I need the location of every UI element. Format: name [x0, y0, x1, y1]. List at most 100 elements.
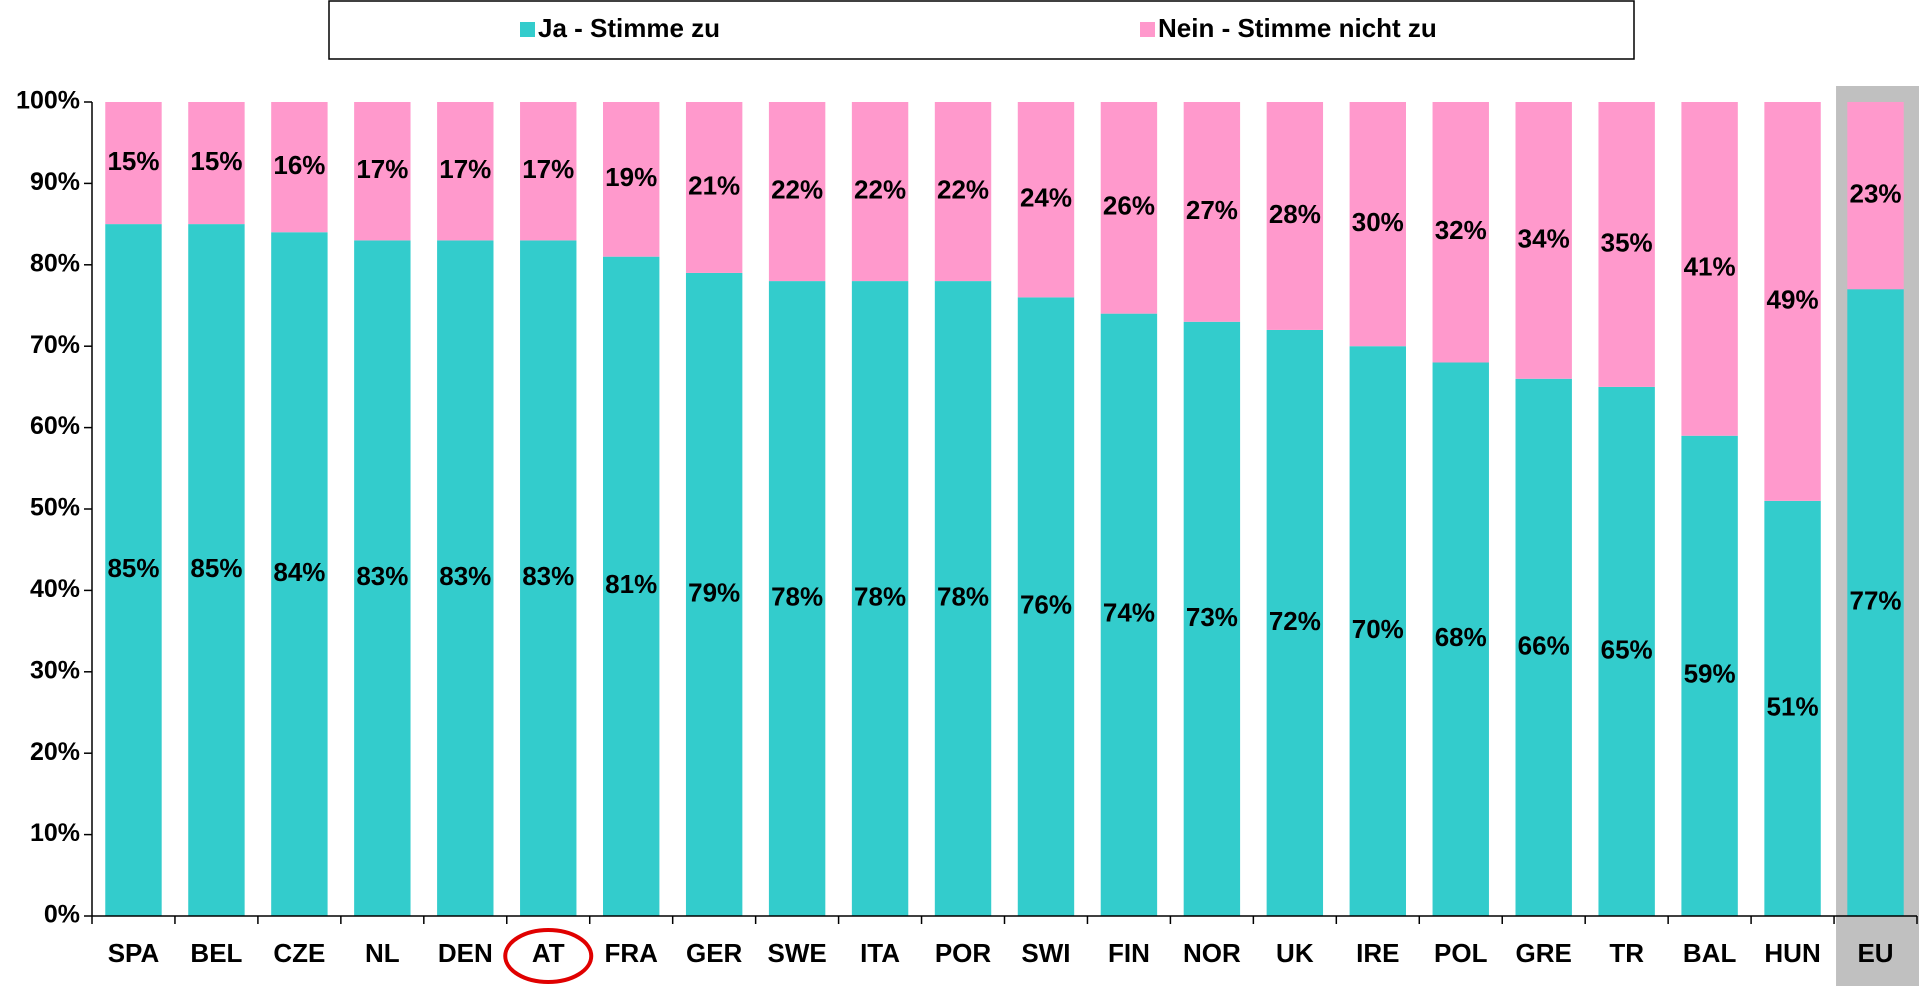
y-tick-label: 60%	[30, 412, 80, 440]
x-tick-label: TR	[1609, 938, 1644, 968]
bar-segment	[1017, 297, 1075, 916]
bar-segment	[271, 102, 328, 233]
y-tick-label: 20%	[30, 738, 80, 766]
bar-segment	[1017, 102, 1075, 298]
data-label: 84%	[273, 557, 325, 587]
x-tick-label: IRE	[1356, 938, 1399, 968]
bar-segment	[1681, 435, 1738, 916]
data-label: 81%	[605, 569, 657, 599]
data-label: 24%	[1020, 183, 1072, 213]
data-label: 79%	[688, 577, 740, 607]
x-tick-label: SPA	[108, 938, 160, 968]
data-label: 22%	[937, 174, 989, 204]
data-label: 78%	[854, 581, 906, 611]
x-tick-label: POR	[935, 938, 992, 968]
data-label: 15%	[107, 146, 159, 176]
x-tick-label: SWI	[1021, 938, 1070, 968]
data-label: 15%	[190, 146, 242, 176]
x-tick-label: EU	[1857, 938, 1893, 968]
bar-segment	[1598, 386, 1655, 916]
y-tick-label: 30%	[30, 656, 80, 684]
data-label: 66%	[1518, 630, 1570, 660]
data-label: 85%	[107, 553, 159, 583]
bar-segment	[1266, 329, 1324, 916]
data-label: 85%	[190, 553, 242, 583]
x-tick-label: AT	[532, 938, 565, 968]
legend-swatch	[520, 22, 535, 37]
data-label: 68%	[1435, 622, 1487, 652]
legend-label: Ja - Stimme zu	[538, 13, 720, 43]
data-label: 74%	[1103, 598, 1155, 628]
x-tick-label: ITA	[860, 938, 900, 968]
bar-segment	[1183, 321, 1241, 916]
bar-segment	[1847, 289, 1904, 917]
bar-segment	[768, 281, 826, 917]
bar-segment	[354, 240, 411, 916]
data-label: 16%	[273, 150, 325, 180]
data-label: 17%	[356, 154, 408, 184]
bar-segment	[1764, 500, 1821, 916]
bar-segment	[934, 281, 992, 917]
bar-segment	[105, 224, 162, 917]
data-label: 35%	[1601, 227, 1653, 257]
bar-segment	[105, 102, 162, 225]
data-label: 78%	[771, 581, 823, 611]
bar-segment	[437, 240, 494, 916]
data-label: 78%	[937, 581, 989, 611]
data-label: 23%	[1849, 178, 1901, 208]
bar-segment	[271, 232, 328, 917]
bar-segment	[603, 256, 660, 916]
bar-segment	[1764, 102, 1821, 501]
data-label: 28%	[1269, 199, 1321, 229]
y-tick-label: 100%	[16, 87, 80, 115]
y-tick-label: 10%	[30, 819, 80, 847]
x-tick-label: UK	[1276, 938, 1314, 968]
data-label: 72%	[1269, 606, 1321, 636]
bar-segment	[1515, 378, 1572, 916]
data-label: 27%	[1186, 195, 1238, 225]
bar-segment	[1183, 102, 1241, 322]
x-tick-label: FRA	[604, 938, 658, 968]
bar-segment	[1266, 102, 1324, 330]
y-tick-label: 0%	[44, 901, 80, 929]
data-label: 83%	[522, 561, 574, 591]
bar-segment	[851, 102, 909, 282]
bar-segment	[768, 102, 826, 282]
bar-segment	[1681, 102, 1738, 436]
bar-segment	[188, 102, 245, 225]
x-tick-label: GER	[686, 938, 743, 968]
data-label: 17%	[522, 154, 574, 184]
x-tick-label: HUN	[1764, 938, 1820, 968]
bar-segment	[1349, 346, 1406, 916]
data-label: 22%	[854, 174, 906, 204]
data-label: 59%	[1684, 659, 1736, 689]
legend-box	[328, 0, 1635, 60]
bar-segment	[188, 224, 245, 917]
data-label: 76%	[1020, 590, 1072, 620]
bar-segment	[520, 102, 577, 241]
data-label: 34%	[1518, 223, 1570, 253]
bar-segment	[1598, 102, 1655, 387]
bar-segment	[1432, 362, 1489, 917]
data-label: 83%	[356, 561, 408, 591]
bar-segment	[1100, 102, 1158, 314]
bar-segment	[1847, 102, 1904, 290]
data-label: 30%	[1352, 207, 1404, 237]
data-label: 32%	[1435, 215, 1487, 245]
x-tick-label: BAL	[1683, 938, 1737, 968]
data-label: 65%	[1601, 634, 1653, 664]
x-tick-label: NOR	[1183, 938, 1241, 968]
bar-segment	[1432, 102, 1489, 363]
data-label: 51%	[1767, 691, 1819, 721]
data-label: 26%	[1103, 191, 1155, 221]
data-label: 83%	[439, 561, 491, 591]
data-label: 21%	[688, 170, 740, 200]
x-tick-label: DEN	[438, 938, 493, 968]
bar-segment	[520, 240, 577, 916]
data-label: 41%	[1684, 252, 1736, 282]
x-tick-label: BEL	[190, 938, 242, 968]
x-tick-label: NL	[365, 938, 400, 968]
bar-segment	[437, 102, 494, 241]
bar-segment	[685, 102, 743, 273]
